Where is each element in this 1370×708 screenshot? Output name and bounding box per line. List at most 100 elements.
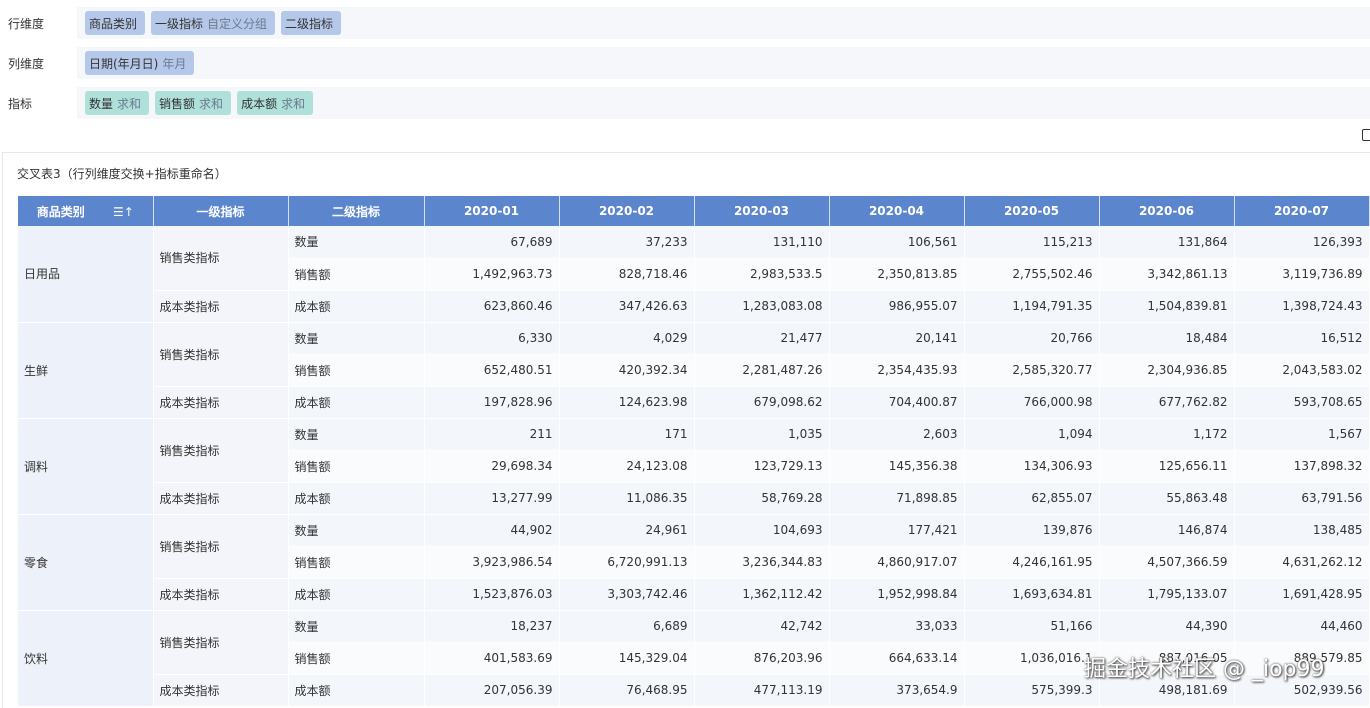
- value-cell: 44,460: [1234, 610, 1370, 643]
- field-chip[interactable]: 一级指标 自定义分组: [151, 11, 276, 35]
- field-chip[interactable]: 数量 求和: [85, 91, 150, 115]
- header-month: 2020-05: [964, 196, 1100, 226]
- value-cell: 887,016.05: [1099, 642, 1235, 675]
- column-dimension-label: 列维度: [8, 56, 45, 71]
- table-row: 饮料 销售类指标 数量 18,237 6,689 42,742 33,033 51,166 44…: [18, 610, 1370, 707]
- table-row: 销售额 652,480.51 420,392.34 2,281,487.26 2,354…: [18, 354, 1370, 387]
- value-cell: 4,029: [559, 322, 695, 355]
- value-cell: 24,961: [559, 514, 695, 547]
- value-cell: 18,237: [424, 610, 560, 643]
- level2-cell: 数量: [288, 418, 425, 451]
- level1-cell: 成本类指标: [153, 482, 289, 515]
- value-cell: 29,698.34: [424, 450, 560, 483]
- value-cell: 1,362,112.42: [694, 578, 830, 611]
- level1-cell: 销售类指标: [153, 226, 289, 291]
- field-chip[interactable]: 成本额 求和: [237, 91, 314, 115]
- field-chip-name: 数量: [89, 96, 114, 111]
- level1-cell: 销售类指标: [153, 322, 289, 387]
- level1-cell: 销售类指标: [153, 610, 289, 675]
- level2-cell: 成本额: [288, 674, 425, 707]
- level1-cell: 销售类指标: [153, 514, 289, 579]
- value-cell: 126,393: [1234, 226, 1370, 259]
- value-cell: 889,579.85: [1234, 642, 1370, 675]
- value-cell: 138,485: [1234, 514, 1370, 547]
- value-cell: 51,166: [964, 610, 1100, 643]
- value-cell: 1,693,634.81: [964, 578, 1100, 611]
- fullscreen-icon[interactable]: [1362, 129, 1370, 141]
- header-category[interactable]: 商品类别 ☰↑: [18, 196, 154, 226]
- value-cell: 664,633.14: [829, 642, 965, 675]
- value-cell: 4,507,366.59: [1099, 546, 1235, 579]
- field-chip-aggregation: 求和: [199, 96, 224, 111]
- value-cell: 207,056.39: [424, 674, 560, 707]
- category-cell: 日用品: [18, 226, 154, 323]
- value-cell: 37,233: [559, 226, 695, 259]
- value-cell: 58,769.28: [694, 482, 830, 515]
- metric-bar: 指标 数量 求和 销售额 求和 成本额 求和: [0, 87, 1370, 119]
- value-cell: 146,874: [1099, 514, 1235, 547]
- value-cell: 13,277.99: [424, 482, 560, 515]
- level1-cell: 成本类指标: [153, 674, 289, 707]
- header-row: 商品类别 ☰↑ 一级指标 二级指标 2020-01 2020-02 2020-0…: [18, 196, 1370, 226]
- level2-cell: 销售额: [288, 258, 425, 291]
- value-cell: 477,113.19: [694, 674, 830, 707]
- value-cell: 2,043,583.02: [1234, 354, 1370, 387]
- value-cell: 20,766: [964, 322, 1100, 355]
- value-cell: 1,094: [964, 418, 1100, 451]
- panel-title: 交叉表3（行列维度交换+指标重命名）: [17, 167, 227, 181]
- metric-dropzone[interactable]: 数量 求和 销售额 求和 成本额 求和: [77, 87, 1370, 119]
- field-chip-aggregation: 自定义分组: [207, 16, 268, 31]
- value-cell: 6,689: [559, 610, 695, 643]
- field-chip[interactable]: 商品类别: [85, 11, 146, 35]
- value-cell: 3,236,344.83: [694, 546, 830, 579]
- value-cell: 76,468.95: [559, 674, 695, 707]
- value-cell: 44,390: [1099, 610, 1235, 643]
- row-dimension-dropzone[interactable]: 商品类别 一级指标 自定义分组 二级指标: [77, 7, 1370, 39]
- level1-cell: 成本类指标: [153, 578, 289, 611]
- value-cell: 145,356.38: [829, 450, 965, 483]
- value-cell: 145,329.04: [559, 642, 695, 675]
- level2-cell: 成本额: [288, 386, 425, 419]
- field-chip[interactable]: 日期(年月日) 年月: [85, 51, 195, 75]
- level2-cell: 销售额: [288, 354, 425, 387]
- value-cell: 2,350,813.85: [829, 258, 965, 291]
- table-row: 销售额 401,583.69 145,329.04 876,203.96 664,633…: [18, 642, 1370, 675]
- field-chip[interactable]: 二级指标: [281, 11, 342, 35]
- crosstab-table: 商品类别 ☰↑ 一级指标 二级指标 2020-01 2020-02 2020-0…: [18, 196, 1370, 707]
- value-cell: 2,281,487.26: [694, 354, 830, 387]
- table-row: 销售额 1,492,963.73 828,718.46 2,983,533.5 2,35…: [18, 258, 1370, 291]
- value-cell: 33,033: [829, 610, 965, 643]
- table-row: 零食 销售类指标 数量 44,902 24,961 104,693 177,421 139,8…: [18, 514, 1370, 611]
- level2-cell: 数量: [288, 226, 425, 259]
- value-cell: 2,603: [829, 418, 965, 451]
- table-row: 成本类指标 成本额 207,056.39 76,468.95 477,113.19 373…: [18, 674, 1370, 707]
- value-cell: 106,561: [829, 226, 965, 259]
- table-row: 成本类指标 成本额 1,523,876.03 3,303,742.46 1,362,11…: [18, 578, 1370, 611]
- value-cell: 125,656.11: [1099, 450, 1235, 483]
- category-cell: 零食: [18, 514, 154, 611]
- level1-cell: 成本类指标: [153, 386, 289, 419]
- value-cell: 211: [424, 418, 560, 451]
- field-chip-name: 二级指标: [285, 16, 334, 31]
- table-row: 生鲜 销售类指标 数量 6,330 4,029 21,477 20,141 20,766 18,…: [18, 322, 1370, 419]
- value-cell: 828,718.46: [559, 258, 695, 291]
- value-cell: 67,689: [424, 226, 560, 259]
- column-dimension-dropzone[interactable]: 日期(年月日) 年月: [77, 47, 1370, 79]
- sort-icon[interactable]: ☰↑: [112, 204, 134, 219]
- value-cell: 1,504,839.81: [1099, 290, 1235, 323]
- level1-cell: 销售类指标: [153, 418, 289, 483]
- value-cell: 137,898.32: [1234, 450, 1370, 483]
- value-cell: 2,354,435.93: [829, 354, 965, 387]
- crosstab-panel: 交叉表3（行列维度交换+指标重命名） 商品类别 ☰↑ 一级指标 二级指标 202…: [2, 152, 1370, 708]
- header-month: 2020-06: [1099, 196, 1235, 226]
- header-month: 2020-01: [424, 196, 560, 226]
- value-cell: 2,755,502.46: [964, 258, 1100, 291]
- value-cell: 139,876: [964, 514, 1100, 547]
- value-cell: 71,898.85: [829, 482, 965, 515]
- category-cell: 饮料: [18, 610, 154, 707]
- field-chip-name: 日期(年月日): [89, 56, 159, 71]
- value-cell: 2,304,936.85: [1099, 354, 1235, 387]
- field-chip[interactable]: 销售额 求和: [155, 91, 232, 115]
- value-cell: 6,720,991.13: [559, 546, 695, 579]
- field-chip-aggregation: 年月: [162, 56, 187, 71]
